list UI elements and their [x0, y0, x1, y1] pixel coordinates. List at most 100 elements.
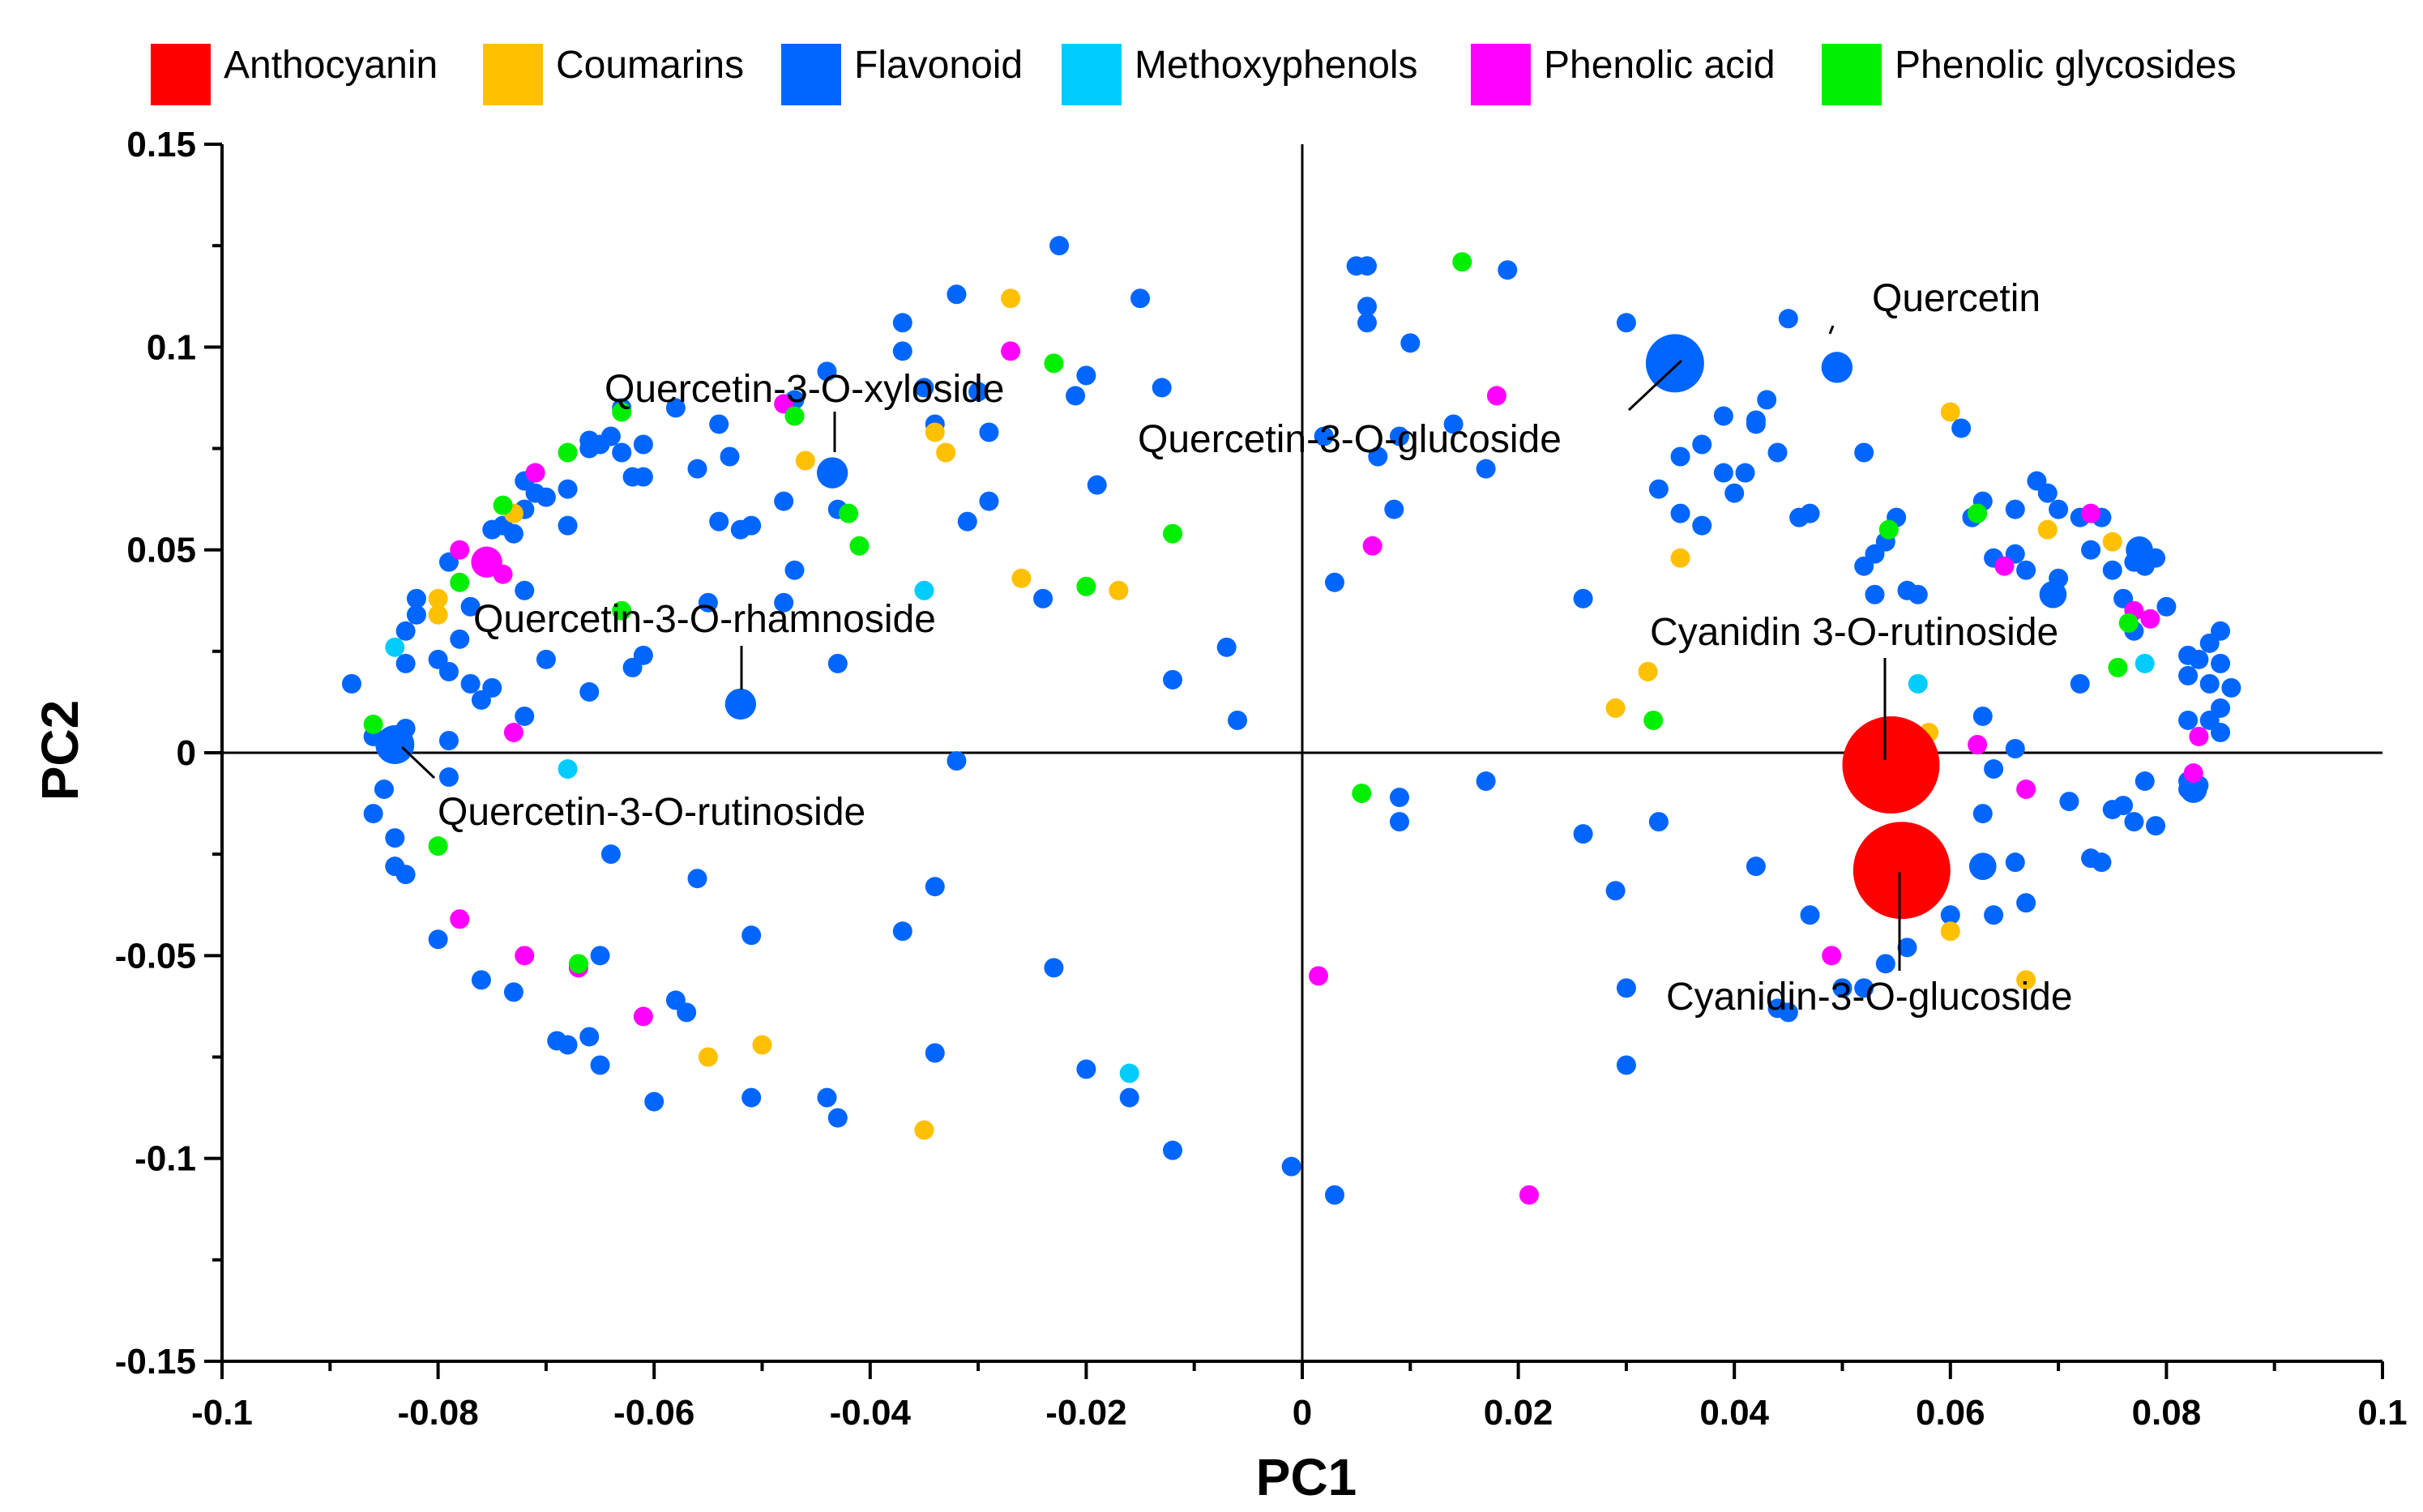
- point-flavonoid: [1865, 584, 1885, 604]
- point-flavonoid: [698, 592, 718, 613]
- point-flavonoid: [482, 677, 502, 698]
- point-flavonoid: [1087, 475, 1107, 495]
- point-flavonoid: [2037, 483, 2058, 503]
- point-coumarins: [698, 1047, 718, 1067]
- point-flavonoid: [1216, 637, 1237, 657]
- point-flavonoid: [1119, 1087, 1139, 1108]
- point-phenolic-acid: [2140, 609, 2160, 629]
- point-flavonoid: [600, 426, 621, 446]
- point-flavonoid: [1645, 334, 1704, 393]
- point-flavonoid: [2146, 548, 2166, 568]
- point-phenolic-glycosides: [849, 536, 870, 556]
- point-flavonoid: [2016, 893, 2036, 913]
- point-flavonoid: [720, 446, 740, 467]
- point-flavonoid: [687, 869, 707, 889]
- point-phenolic-glycosides: [493, 495, 513, 515]
- point-flavonoid: [363, 804, 383, 824]
- point-flavonoid: [1357, 256, 1377, 276]
- point-flavonoid: [1573, 824, 1593, 844]
- point-phenolic-glycosides: [1163, 523, 1183, 544]
- point-flavonoid: [2070, 673, 2090, 694]
- point-flavonoid: [503, 523, 523, 544]
- legend-label-anthocyanin: Anthocyanin: [224, 44, 438, 87]
- annotation-label-quercetin-3-o-rutinoside: Quercetin-3-O-rutinoside: [438, 791, 865, 834]
- y-tick-label: -0.15: [115, 1342, 196, 1382]
- point-flavonoid: [2199, 673, 2220, 694]
- point-flavonoid: [1724, 483, 1745, 503]
- point-flavonoid: [1940, 905, 1960, 925]
- point-phenolic-glycosides: [1044, 353, 1064, 374]
- point-flavonoid: [395, 653, 416, 673]
- point-coumarins: [795, 451, 815, 471]
- point-flavonoid: [1908, 584, 1928, 604]
- point-flavonoid: [1972, 804, 1993, 824]
- point-flavonoid: [536, 487, 556, 507]
- point-flavonoid: [968, 382, 989, 402]
- point-flavonoid: [2092, 852, 2112, 873]
- point-flavonoid: [827, 653, 848, 673]
- data-points: [341, 236, 2241, 1205]
- point-coumarins: [1638, 661, 1658, 681]
- point-phenolic-glycosides: [612, 600, 632, 621]
- point-flavonoid: [450, 629, 470, 649]
- point-flavonoid: [515, 580, 535, 600]
- point-flavonoid: [395, 718, 416, 738]
- axes: -0.1 -0.08 -0.06 -0.04 -0.02 0 0.02 0.04 0.06 0.0…: [115, 125, 2408, 1433]
- point-flavonoid: [579, 681, 600, 702]
- point-phenolic-acid: [2016, 779, 2036, 800]
- point-flavonoid: [1832, 978, 1853, 998]
- point-flavonoid: [406, 588, 426, 609]
- point-flavonoid: [2016, 560, 2036, 580]
- point-flavonoid: [1476, 771, 1496, 792]
- point-flavonoid: [2005, 852, 2025, 873]
- point-anthocyanin: [1842, 716, 1940, 814]
- point-flavonoid: [1984, 759, 2004, 779]
- point-flavonoid: [2059, 792, 2079, 812]
- point-coumarins: [2037, 519, 2058, 540]
- point-flavonoid: [438, 730, 459, 750]
- point-flavonoid: [438, 767, 459, 788]
- point-coumarins: [1001, 288, 1021, 309]
- point-flavonoid: [2211, 653, 2231, 673]
- annotation-label-quercetin-3-o-glucoside: Quercetin-3-O-glucoside: [1138, 418, 1562, 461]
- annotations: Quercetin Quercetin-3-O-glucoside Querceti…: [400, 277, 2073, 1019]
- point-coumarins: [1670, 548, 1690, 568]
- legend-swatch-coumarins: [483, 44, 543, 105]
- point-flavonoid: [741, 515, 762, 536]
- point-flavonoid: [2135, 771, 2155, 792]
- point-anthocyanin: [1853, 822, 1951, 920]
- point-flavonoid: [677, 1002, 697, 1023]
- point-coumarins: [1605, 698, 1626, 718]
- point-phenolic-glycosides: [2118, 613, 2139, 633]
- point-phenolic-acid: [1968, 734, 1988, 754]
- point-flavonoid: [1389, 788, 1409, 808]
- point-flavonoid: [817, 361, 837, 382]
- point-flavonoid: [1049, 236, 1070, 256]
- point-flavonoid: [741, 925, 762, 946]
- point-flavonoid: [1951, 418, 1972, 438]
- point-flavonoid: [827, 1108, 848, 1128]
- point-flavonoid: [536, 649, 556, 669]
- y-tick-label: -0.1: [135, 1139, 196, 1179]
- point-flavonoid: [341, 673, 361, 694]
- point-flavonoid: [471, 970, 491, 990]
- point-phenolic-glycosides: [1643, 710, 1664, 730]
- point-flavonoid: [1076, 1059, 1096, 1079]
- point-flavonoid: [1281, 1156, 1301, 1177]
- x-tick-label: 0.04: [1699, 1393, 1769, 1433]
- point-flavonoid: [406, 604, 426, 625]
- point-flavonoid: [2178, 665, 2199, 686]
- point-flavonoid: [817, 1087, 837, 1108]
- point-methoxyphenols: [1908, 673, 1928, 694]
- point-flavonoid: [2005, 738, 2025, 758]
- point-flavonoid: [892, 921, 912, 942]
- point-phenolic-acid: [525, 463, 545, 483]
- point-flavonoid: [2124, 812, 2144, 832]
- point-methoxyphenols: [2135, 653, 2155, 673]
- point-flavonoid: [558, 1035, 578, 1055]
- point-flavonoid: [1389, 812, 1409, 832]
- point-flavonoid: [1228, 710, 1248, 730]
- point-flavonoid: [1821, 352, 1853, 383]
- point-flavonoid: [1648, 479, 1669, 499]
- point-flavonoid: [1076, 365, 1096, 386]
